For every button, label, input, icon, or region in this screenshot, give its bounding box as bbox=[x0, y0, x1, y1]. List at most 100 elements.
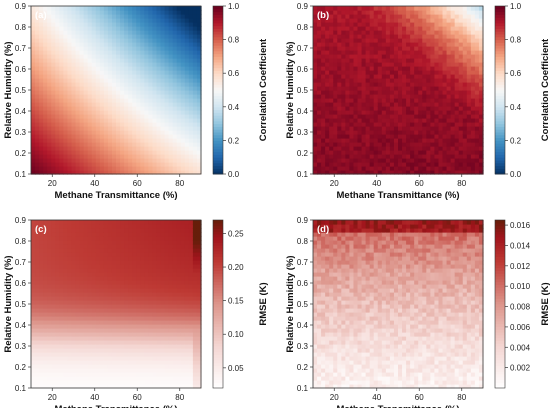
heatmap-cell bbox=[196, 18, 202, 23]
heatmap-cell bbox=[43, 50, 48, 55]
heatmap-cell bbox=[71, 308, 77, 313]
heatmap-cell bbox=[31, 228, 36, 233]
heatmap-cell bbox=[414, 58, 419, 63]
heatmap-cell bbox=[120, 312, 125, 317]
heatmap-cell bbox=[313, 38, 318, 43]
heatmap-cell bbox=[180, 158, 186, 163]
heatmap-cell bbox=[136, 138, 141, 143]
heatmap-cell bbox=[103, 340, 109, 345]
heatmap-cell bbox=[144, 376, 149, 381]
heatmap-cell bbox=[103, 236, 109, 241]
heatmap-cell bbox=[357, 58, 363, 63]
heatmap-cell bbox=[116, 102, 121, 107]
heatmap-cell bbox=[71, 260, 77, 265]
heatmap-cell bbox=[51, 336, 56, 341]
heatmap-cell bbox=[156, 98, 162, 103]
heatmap-cell bbox=[333, 106, 338, 111]
heatmap-cell bbox=[160, 142, 166, 147]
heatmap-cell bbox=[470, 62, 476, 67]
heatmap-cell bbox=[466, 78, 472, 83]
heatmap-cell bbox=[389, 90, 395, 95]
heatmap-cell bbox=[120, 268, 125, 273]
heatmap-cell bbox=[79, 98, 85, 103]
heatmap-cell bbox=[438, 74, 444, 79]
heatmap-cell bbox=[430, 158, 436, 163]
heatmap-cell bbox=[418, 158, 423, 163]
heatmap-cell bbox=[446, 138, 452, 143]
heatmap-cell bbox=[116, 372, 121, 377]
heatmap-cell bbox=[377, 118, 383, 123]
heatmap-cell bbox=[59, 220, 64, 225]
heatmap-cell bbox=[51, 62, 56, 67]
heatmap-cell bbox=[128, 90, 133, 95]
heatmap-cell bbox=[426, 90, 431, 95]
heatmap-cell bbox=[116, 106, 121, 111]
heatmap-cell bbox=[43, 130, 48, 135]
heatmap-cell bbox=[116, 308, 121, 313]
heatmap-cell bbox=[47, 46, 52, 51]
heatmap-cell bbox=[95, 14, 101, 19]
heatmap-cell bbox=[184, 50, 190, 55]
heatmap-cell bbox=[132, 114, 137, 119]
heatmap-cell bbox=[156, 14, 162, 19]
heatmap-cell bbox=[124, 340, 129, 345]
heatmap-cell bbox=[63, 58, 69, 63]
heatmap-cell bbox=[148, 102, 154, 107]
heatmap-cell bbox=[148, 34, 154, 39]
heatmap-cell bbox=[188, 18, 194, 23]
heatmap-cell bbox=[353, 78, 359, 83]
heatmap-cell bbox=[51, 268, 56, 273]
heatmap-cell bbox=[385, 86, 391, 91]
heatmap-cell bbox=[414, 34, 419, 39]
heatmap-cell bbox=[31, 292, 36, 297]
heatmap-cell bbox=[402, 142, 407, 147]
heatmap-cell bbox=[63, 66, 69, 71]
heatmap-cell bbox=[55, 118, 60, 123]
heatmap-cell bbox=[470, 150, 476, 155]
heatmap-cell bbox=[55, 284, 60, 289]
heatmap-cell bbox=[329, 50, 334, 55]
heatmap-cell bbox=[75, 264, 81, 269]
heatmap-cell bbox=[87, 94, 93, 99]
heatmap-cell bbox=[438, 54, 444, 59]
heatmap-cell bbox=[414, 154, 419, 159]
heatmap-cell bbox=[321, 114, 326, 119]
heatmap-cell bbox=[458, 134, 464, 139]
heatmap-cell bbox=[422, 150, 427, 155]
heatmap-cell bbox=[176, 58, 182, 63]
heatmap-cell bbox=[83, 364, 89, 369]
heatmap-cell bbox=[466, 54, 472, 59]
heatmap-cell bbox=[313, 122, 318, 127]
heatmap-cell bbox=[99, 244, 105, 249]
heatmap-cell bbox=[196, 62, 202, 67]
heatmap-cell bbox=[406, 102, 411, 107]
heatmap-cell bbox=[79, 134, 85, 139]
heatmap-cell bbox=[132, 54, 137, 59]
heatmap-cell bbox=[349, 70, 355, 75]
heatmap-cell bbox=[377, 106, 383, 111]
colorbar-segment bbox=[495, 126, 505, 130]
heatmap-cell bbox=[176, 50, 182, 55]
heatmap-cell bbox=[55, 102, 60, 107]
heatmap-cell bbox=[156, 134, 162, 139]
heatmap-cell bbox=[75, 296, 81, 301]
heatmap-cell bbox=[99, 248, 105, 253]
heatmap-cell bbox=[51, 138, 56, 143]
heatmap-cell bbox=[172, 170, 178, 175]
heatmap-cell bbox=[103, 276, 109, 281]
heatmap-cell bbox=[381, 46, 387, 51]
heatmap-cell bbox=[136, 158, 141, 163]
heatmap-cell bbox=[136, 130, 141, 135]
heatmap-cell bbox=[128, 300, 133, 305]
heatmap-cell bbox=[470, 122, 476, 127]
heatmap-cell bbox=[462, 38, 468, 43]
heatmap-cell bbox=[120, 90, 125, 95]
heatmap-cell bbox=[116, 22, 121, 27]
heatmap-cell bbox=[136, 114, 141, 119]
heatmap-cell bbox=[164, 66, 170, 71]
heatmap-cell bbox=[67, 146, 73, 151]
heatmap-cell bbox=[140, 240, 145, 245]
heatmap-cell bbox=[168, 6, 174, 11]
heatmap-cell bbox=[176, 102, 182, 107]
heatmap-cell bbox=[132, 62, 137, 67]
